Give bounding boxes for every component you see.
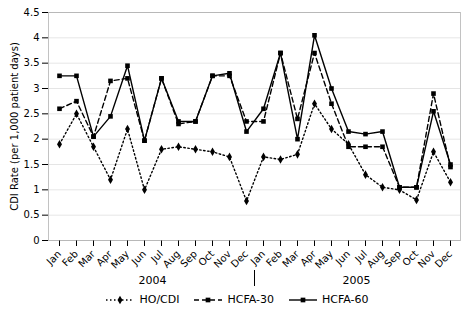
svg-text:Sep: Sep (382, 248, 403, 269)
html-text:HO/CDI: HO/CDI (139, 293, 180, 306)
svg-text:Jan: Jan (248, 248, 267, 267)
svg-text:3: 3 (33, 83, 39, 94)
svg-text:Apr: Apr (94, 248, 115, 269)
svg-text:Jun: Jun (333, 248, 353, 268)
html-text:HCFA-30: HCFA-30 (227, 293, 274, 306)
svg-text:2: 2 (33, 133, 39, 144)
svg-text:Jul: Jul (148, 248, 166, 265)
svg-text:0.5: 0.5 (24, 209, 40, 220)
svg-text:Feb: Feb (264, 248, 284, 268)
svg-text:Apr: Apr (298, 248, 319, 269)
svg-text:Sep: Sep (178, 248, 199, 269)
html-text:HCFA-60: HCFA-60 (322, 293, 369, 306)
svg-text:1.5: 1.5 (24, 159, 40, 170)
svg-text:Nov: Nov (416, 248, 438, 270)
svg-text:Jun: Jun (129, 248, 149, 268)
svg-text:4.5: 4.5 (24, 7, 40, 18)
svg-text:May: May (109, 248, 131, 270)
svg-text:Mar: Mar (76, 248, 98, 270)
svg-text:Oct: Oct (400, 248, 420, 268)
svg-text:2005: 2005 (343, 274, 371, 287)
svg-text:May: May (313, 248, 335, 270)
svg-text:2004: 2004 (139, 274, 167, 287)
svg-text:Jan: Jan (44, 248, 63, 267)
svg-text:0: 0 (33, 235, 39, 246)
svg-text:Nov: Nov (212, 248, 234, 270)
svg-text:3.5: 3.5 (24, 57, 40, 68)
svg-text:1: 1 (33, 184, 39, 195)
svg-text:2.5: 2.5 (24, 108, 40, 119)
svg-text:Aug: Aug (161, 248, 183, 270)
svg-text:Feb: Feb (60, 248, 80, 268)
svg-text:Jul: Jul (352, 248, 370, 265)
svg-text:Oct: Oct (196, 248, 216, 268)
svg-text:Dec: Dec (229, 248, 250, 269)
svg-text:Mar: Mar (280, 248, 302, 270)
svg-text:Dec: Dec (433, 248, 454, 269)
svg-text:CDI Rate (per 1,000 patient da: CDI Rate (per 1,000 patient days) (9, 42, 20, 211)
svg-text:4: 4 (33, 32, 39, 43)
svg-text:Aug: Aug (365, 248, 387, 270)
